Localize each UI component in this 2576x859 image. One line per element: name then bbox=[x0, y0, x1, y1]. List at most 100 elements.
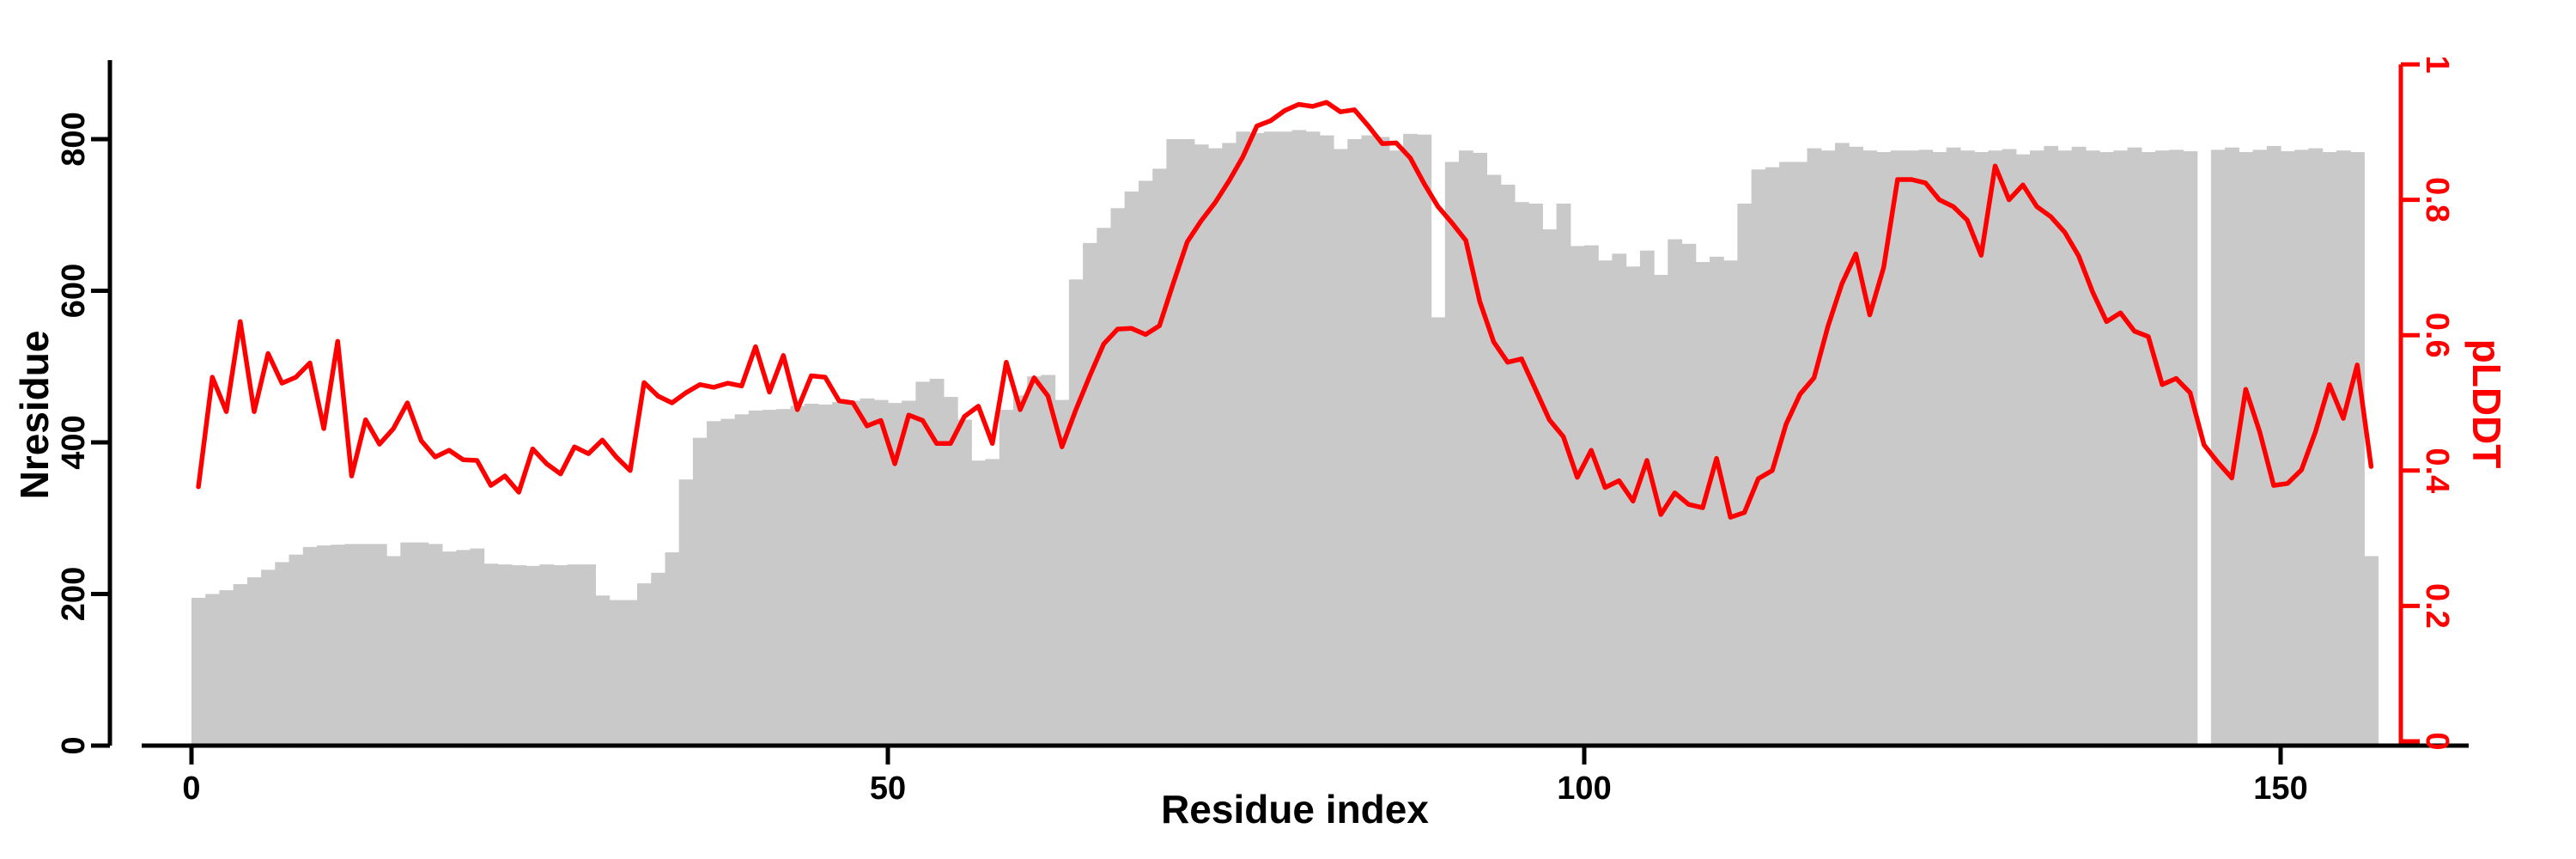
nresidue-bar bbox=[428, 544, 443, 746]
nresidue-bar bbox=[637, 583, 652, 746]
nresidue-bar bbox=[1584, 245, 1599, 746]
nresidue-bar bbox=[1459, 150, 1473, 746]
nresidue-bar bbox=[915, 381, 931, 746]
nresidue-bar bbox=[1946, 147, 1961, 746]
nresidue-bar bbox=[1807, 148, 1822, 746]
nresidue-bar bbox=[707, 421, 721, 746]
y-axis-title-left: Nresidue bbox=[12, 331, 57, 500]
nresidue-bar bbox=[1598, 260, 1613, 746]
nresidue-bar bbox=[817, 404, 833, 746]
nresidue-bar bbox=[2099, 152, 2114, 746]
nresidue-bar bbox=[1542, 229, 1558, 746]
nresidue-bar bbox=[692, 437, 708, 746]
nresidue-bar bbox=[512, 565, 526, 746]
nresidue-bar bbox=[1570, 246, 1585, 746]
nresidue-bar bbox=[1013, 395, 1028, 746]
nresidue-bar bbox=[999, 410, 1014, 746]
left-axis-tick-label: 0 bbox=[56, 736, 92, 754]
left-axis-tick-label: 200 bbox=[56, 567, 92, 621]
nresidue-bar bbox=[1388, 150, 1404, 746]
nresidue-bar bbox=[1625, 266, 1641, 746]
right-axis-tick-label: 0.4 bbox=[2419, 448, 2455, 493]
nresidue-bar bbox=[1083, 242, 1097, 746]
nresidue-bar bbox=[2015, 154, 2031, 746]
left-axis-tick-label: 800 bbox=[56, 112, 92, 166]
nresidue-bar bbox=[2281, 151, 2295, 746]
nresidue-bar bbox=[1849, 146, 1863, 746]
nresidue-bar bbox=[2183, 151, 2198, 746]
nresidue-bar bbox=[2336, 150, 2351, 746]
nresidue-bar bbox=[2071, 146, 2087, 746]
left-axis-tick-label: 400 bbox=[56, 415, 92, 469]
nresidue-bar bbox=[2169, 149, 2184, 746]
nresidue-bar bbox=[2225, 147, 2239, 746]
nresidue-bar bbox=[748, 410, 763, 746]
right-axis-tick-label: 0.6 bbox=[2419, 313, 2455, 358]
nresidue-bar bbox=[246, 577, 262, 746]
nresidue-bars bbox=[191, 130, 2379, 746]
nresidue-bar bbox=[762, 410, 777, 746]
plddt-line-group bbox=[196, 100, 2374, 520]
nresidue-bar bbox=[1681, 243, 1697, 746]
nresidue-bar bbox=[1054, 399, 1070, 746]
nresidue-bar bbox=[1403, 133, 1418, 746]
nresidue-bar bbox=[1347, 139, 1363, 746]
nresidue-bar bbox=[595, 595, 611, 746]
nresidue-bar bbox=[1263, 131, 1279, 746]
nresidue-bar bbox=[581, 564, 596, 746]
nresidue-bar bbox=[2002, 149, 2017, 746]
nresidue-bar bbox=[1194, 144, 1209, 746]
nresidue-bar bbox=[1278, 131, 1292, 746]
nresidue-bar bbox=[302, 546, 318, 746]
nresidue-bar bbox=[1068, 279, 1084, 746]
nresidue-bar bbox=[456, 550, 471, 746]
nresidue-bar bbox=[971, 460, 987, 746]
nresidue-bar bbox=[567, 564, 582, 746]
nresidue-bar bbox=[1180, 139, 1195, 746]
nresidue-bar bbox=[1765, 167, 1780, 746]
nresidue-bar bbox=[497, 564, 513, 746]
nresidue-bar bbox=[1152, 168, 1167, 746]
nresidue-bar bbox=[1236, 131, 1251, 746]
nresidue-bar bbox=[1097, 228, 1112, 746]
nresidue-bar bbox=[1890, 150, 1905, 746]
nresidue-bar bbox=[1027, 376, 1042, 746]
nresidue-bar bbox=[219, 590, 234, 746]
right-axis-tick-label: 0 bbox=[2419, 732, 2455, 750]
nresidue-bar bbox=[2350, 152, 2365, 746]
nresidue-bar bbox=[1139, 180, 1153, 746]
nresidue-bar bbox=[2113, 150, 2129, 746]
nresidue-bar bbox=[1305, 131, 1321, 746]
nresidue-bar bbox=[1208, 148, 1223, 746]
nresidue-bar bbox=[1375, 137, 1390, 746]
y-axis-title-right: pLDDT bbox=[2464, 339, 2509, 469]
nresidue-bar bbox=[1710, 256, 1724, 746]
nresidue-bar bbox=[2155, 150, 2170, 746]
nresidue-bar bbox=[1835, 143, 1850, 746]
nresidue-bar bbox=[2239, 152, 2254, 746]
nresidue-bar bbox=[2057, 150, 2073, 746]
nresidue-bar bbox=[1820, 150, 1836, 746]
nresidue-bar bbox=[720, 418, 736, 746]
nresidue-bar bbox=[1500, 185, 1516, 746]
nresidue-bar bbox=[790, 405, 805, 746]
nresidue-bar bbox=[1514, 202, 1529, 746]
nresidue-bar bbox=[846, 400, 861, 746]
nresidue-bar bbox=[1249, 132, 1265, 746]
nresidue-bar bbox=[1528, 204, 1543, 746]
nresidue-bar bbox=[860, 398, 875, 746]
plddt-line bbox=[196, 100, 2374, 520]
nresidue-bar bbox=[985, 459, 1000, 746]
nresidue-bar bbox=[289, 554, 304, 746]
nresidue-bar bbox=[609, 600, 624, 746]
nresidue-bar bbox=[1779, 161, 1794, 746]
x-axis-tick-label: 100 bbox=[1557, 771, 1611, 807]
nresidue-bar bbox=[2030, 150, 2044, 746]
nresidue-bar bbox=[358, 544, 374, 746]
x-axis-tick-label: 50 bbox=[870, 771, 906, 807]
nresidue-bar bbox=[678, 479, 694, 746]
nresidue-bar bbox=[1486, 174, 1502, 746]
nresidue-bar bbox=[1737, 204, 1753, 746]
right-axis-tick-label: 1 bbox=[2419, 55, 2455, 73]
nresidue-bar bbox=[1041, 375, 1056, 746]
